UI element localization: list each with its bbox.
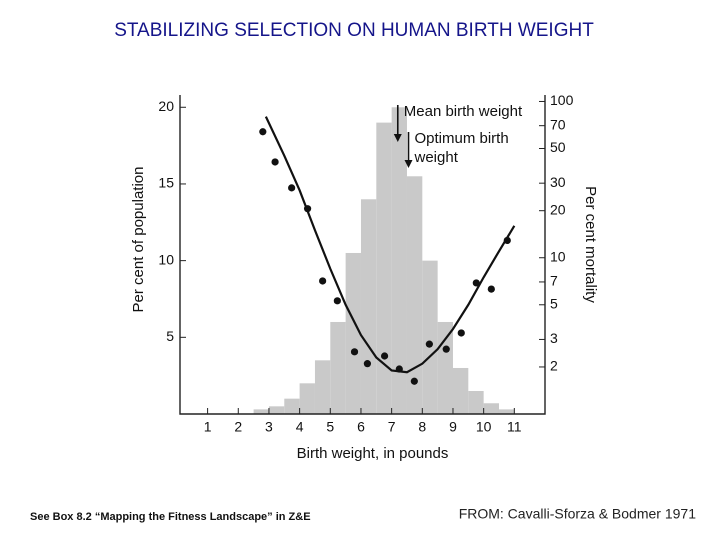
slide-title: STABILIZING SELECTION ON HUMAN BIRTH WEI…: [114, 20, 594, 41]
y2-tick-label: 5: [550, 295, 558, 311]
mortality-point: [410, 377, 418, 385]
y2-tick-label: 7: [550, 273, 558, 289]
histogram-bar: [253, 409, 269, 414]
mortality-point: [363, 360, 372, 368]
x-tick-label: 2: [234, 419, 242, 435]
mortality-point: [380, 352, 389, 360]
y2-tick-label: 2: [550, 358, 558, 374]
y2-tick-label: 3: [550, 330, 558, 346]
y-tick-label: 20: [158, 98, 174, 114]
y2-tick-label: 30: [550, 174, 566, 190]
x-tick-label: 10: [476, 419, 492, 435]
x-tick-label: 5: [326, 419, 334, 435]
histogram-bar: [437, 321, 453, 414]
x-tick-label: 6: [357, 419, 365, 435]
y2-tick-label: 10: [550, 248, 566, 264]
mortality-point: [425, 340, 433, 348]
plot: 1 2 3 4 5 6 7 8 9 10 11 5 10 15 20 2 3 5 7 10 20 30 50 70 100 Bir…: [130, 92, 599, 462]
footer-note: See Box 8.2 “Mapping the Fitness Landsca…: [30, 511, 311, 523]
histogram-bar: [452, 367, 469, 414]
x-tick-label: 1: [204, 419, 212, 435]
y-tick-label: 15: [158, 175, 174, 191]
histogram-bar: [391, 107, 407, 415]
histogram-bar: [406, 176, 423, 414]
arrow-head: [393, 134, 402, 142]
y2-tick-label: 70: [550, 116, 566, 132]
mortality-point: [487, 285, 495, 293]
mortality-point: [457, 329, 465, 337]
mortality-point: [259, 128, 267, 136]
x-tick-label: 4: [296, 419, 304, 435]
histogram-bar: [268, 406, 285, 414]
y2-tick-label: 20: [550, 201, 566, 217]
annotation-text: Mean birth weight: [404, 103, 523, 120]
x-tick-label: 9: [449, 419, 457, 435]
x-axis-label: Birth weight, in pounds: [297, 445, 449, 462]
y-tick-label: 10: [158, 251, 174, 267]
histogram-bar: [299, 383, 315, 414]
histogram-bar: [422, 260, 438, 414]
x-tick-label: 8: [418, 419, 426, 435]
annotation-text: weight: [414, 149, 459, 166]
mortality-point: [442, 345, 450, 353]
mortality-point: [271, 158, 279, 166]
x-tick-label: 7: [388, 419, 396, 435]
mortality-point: [319, 277, 327, 285]
x-tick-label: 11: [507, 419, 522, 435]
histogram-bar: [284, 398, 300, 414]
histogram-bar: [498, 409, 515, 414]
histogram-bar: [468, 390, 484, 414]
annotation-text: Optimum birth: [415, 130, 509, 147]
y-tick-label: 5: [166, 328, 174, 344]
mortality-point: [288, 184, 296, 192]
mortality-point: [333, 297, 341, 305]
fitted-curve: [264, 116, 516, 374]
mortality-point: [472, 279, 480, 287]
histogram-bar: [345, 252, 361, 414]
histogram-bar: [330, 321, 346, 414]
histogram-bar: [314, 360, 331, 414]
mortality-point: [350, 348, 359, 356]
footer-source: FROM: Cavalli-Sforza & Bodmer 1971: [459, 506, 697, 522]
y2-tick-label: 100: [550, 92, 574, 108]
y2-tick-label: 50: [550, 139, 566, 155]
histogram-bar: [360, 199, 377, 414]
y-axis-label: Per cent of population: [130, 167, 147, 313]
y2-axis-label: Per cent mortality: [582, 186, 599, 303]
arrow-head: [404, 160, 413, 168]
histogram-bar: [483, 403, 499, 414]
axis-frame: [179, 95, 546, 415]
histogram-bar: [376, 122, 392, 414]
x-tick-label: 3: [265, 419, 273, 435]
